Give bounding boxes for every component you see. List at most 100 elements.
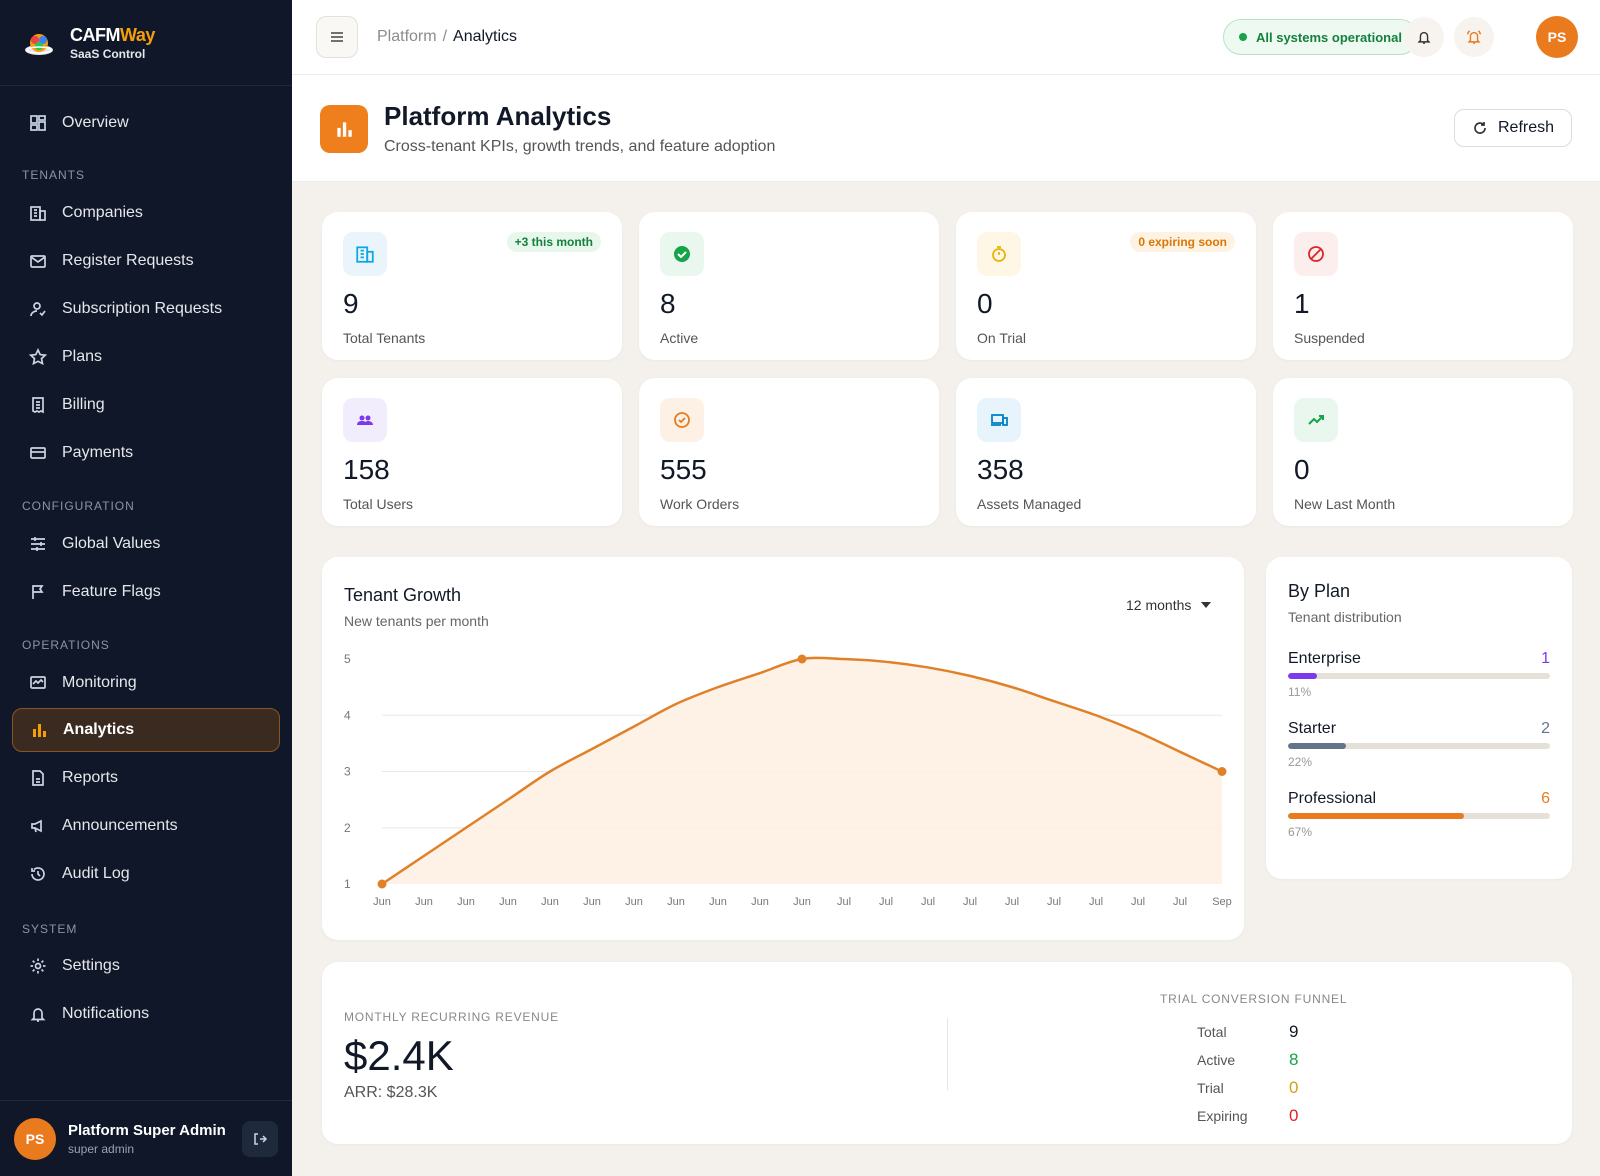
card-icon [28,443,48,463]
users-icon [343,398,387,442]
section-configuration: CONFIGURATION [22,499,135,513]
plan-row-starter: Starter 2 22% [1288,720,1550,780]
x-tick-label: Jun [541,896,559,908]
sidebar-item-monitoring[interactable]: Monitoring [12,661,280,705]
sidebar-item-label: Feature Flags [62,583,161,600]
sidebar-item-companies[interactable]: Companies [12,191,280,235]
x-tick-label: Jun [499,896,517,908]
sidebar-item-feature-flags[interactable]: Feature Flags [12,570,280,614]
sidebar-item-notifications[interactable]: Notifications [12,992,280,1036]
brand-logo-icon [22,26,56,60]
user-check-icon [28,299,48,319]
sidebar-item-audit-log[interactable]: Audit Log [12,852,280,896]
plan-bar-track [1288,813,1550,819]
funnel-value: 0 [1289,1106,1299,1125]
kpi-on-trial[interactable]: 0 expiring soon 0 On Trial [956,212,1256,360]
y-tick-label: 2 [344,821,351,835]
refresh-icon [1474,122,1486,134]
funnel-value: 0 [1289,1078,1299,1097]
brand-subtitle: SaaS Control [70,46,146,61]
mail-icon [28,251,48,271]
brand-name: CAFM [70,24,121,45]
star-icon [28,347,48,367]
plan-bar-fill [1288,743,1346,749]
building-icon [28,203,48,223]
receipt-icon [28,395,48,415]
avatar[interactable]: PS [14,1117,56,1160]
devices-icon [977,398,1021,442]
x-tick-label: Jul [1173,896,1187,908]
kpi-label: Work Orders [660,496,740,512]
plan-name: Professional [1288,790,1377,807]
plan-bar-fill [1288,813,1464,819]
data-point[interactable] [1217,767,1227,776]
alerts-button[interactable] [1454,17,1494,57]
range-select[interactable]: 12 months [1126,597,1212,613]
trending-up-icon [1294,398,1338,442]
refresh-button[interactable]: Refresh [1454,109,1572,147]
sidebar-item-global-values[interactable]: Global Values [12,522,280,566]
funnel-row-trial: Trial 0 [1197,1078,1397,1104]
sidebar-item-label: Notifications [62,1005,150,1022]
sidebar-item-overview[interactable]: Overview [12,101,280,145]
kpi-label: New Last Month [1294,496,1396,512]
hamburger-icon [331,32,343,42]
status-dot-icon [1239,33,1247,41]
logout-button[interactable] [242,1121,278,1157]
x-tick-label: Jul [1047,896,1061,908]
funnel-key: Total [1197,1024,1227,1040]
sidebar-item-label: Announcements [62,817,178,834]
kpi-active[interactable]: 8 Active [639,212,939,360]
sidebar-item-analytics[interactable]: Analytics [12,708,280,752]
funnel-key: Expiring [1197,1108,1248,1124]
breadcrumb-separator: / [442,28,448,45]
sidebar-user: PS Platform Super Admin super admin [0,1100,292,1176]
brand-name-accent: Way [120,24,155,45]
sidebar-item-billing[interactable]: Billing [12,383,280,427]
brand[interactable]: CAFMWay SaaS Control [0,0,292,86]
notifications-button[interactable] [1404,17,1444,57]
plan-count: 6 [1541,790,1550,807]
funnel-value: 8 [1289,1050,1299,1069]
plan-card-title: By Plan [1288,581,1351,601]
sidebar-item-label: Settings [62,957,120,974]
sidebar-item-settings[interactable]: Settings [12,944,280,988]
kpi-label: On Trial [977,330,1027,346]
sidebar-item-announcements[interactable]: Announcements [12,804,280,848]
x-tick-label: Jul [1089,896,1103,908]
kpi-badge: +3 this month [506,232,601,252]
sidebar-item-label: Plans [62,348,103,365]
funnel-key: Trial [1197,1080,1224,1096]
sidebar-item-payments[interactable]: Payments [12,431,280,475]
grid-icon [28,113,48,133]
history-icon [28,864,48,884]
sidebar-item-reports[interactable]: Reports [12,756,280,800]
menu-toggle-button[interactable] [316,16,358,58]
page-header: Platform Analytics Cross-tenant KPIs, gr… [292,75,1600,182]
sidebar-item-subscription-requests[interactable]: Subscription Requests [12,287,280,331]
gear-icon [28,956,48,976]
system-status-badge[interactable]: All systems operational [1223,19,1418,55]
kpi-suspended[interactable]: 1 Suspended [1273,212,1573,360]
kpi-total-users[interactable]: 158 Total Users [322,378,622,526]
kpi-assets-managed[interactable]: 358 Assets Managed [956,378,1256,526]
check-badge-icon [660,398,704,442]
kpi-value: 158 [343,454,390,485]
sidebar-item-plans[interactable]: Plans [12,335,280,379]
sidebar-item-label: Register Requests [62,252,194,269]
sidebar-item-register-requests[interactable]: Register Requests [12,239,280,283]
bell-icon [1417,31,1431,44]
kpi-new-last-month[interactable]: 0 New Last Month [1273,378,1573,526]
kpi-badge: 0 expiring soon [1130,232,1235,252]
breadcrumb-root[interactable]: Platform [377,28,437,45]
data-point[interactable] [377,879,387,889]
top-avatar[interactable]: PS [1536,16,1578,58]
status-text: All systems operational [1256,29,1402,45]
kpi-value: 8 [660,288,676,319]
kpi-total-tenants[interactable]: +3 this month 9 Total Tenants [322,212,622,360]
kpi-work-orders[interactable]: 555 Work Orders [639,378,939,526]
funnel-value: 9 [1289,1022,1299,1041]
kpi-label: Total Tenants [343,330,426,346]
breadcrumb: Platform / Analytics [377,28,517,46]
data-point[interactable] [797,654,807,664]
